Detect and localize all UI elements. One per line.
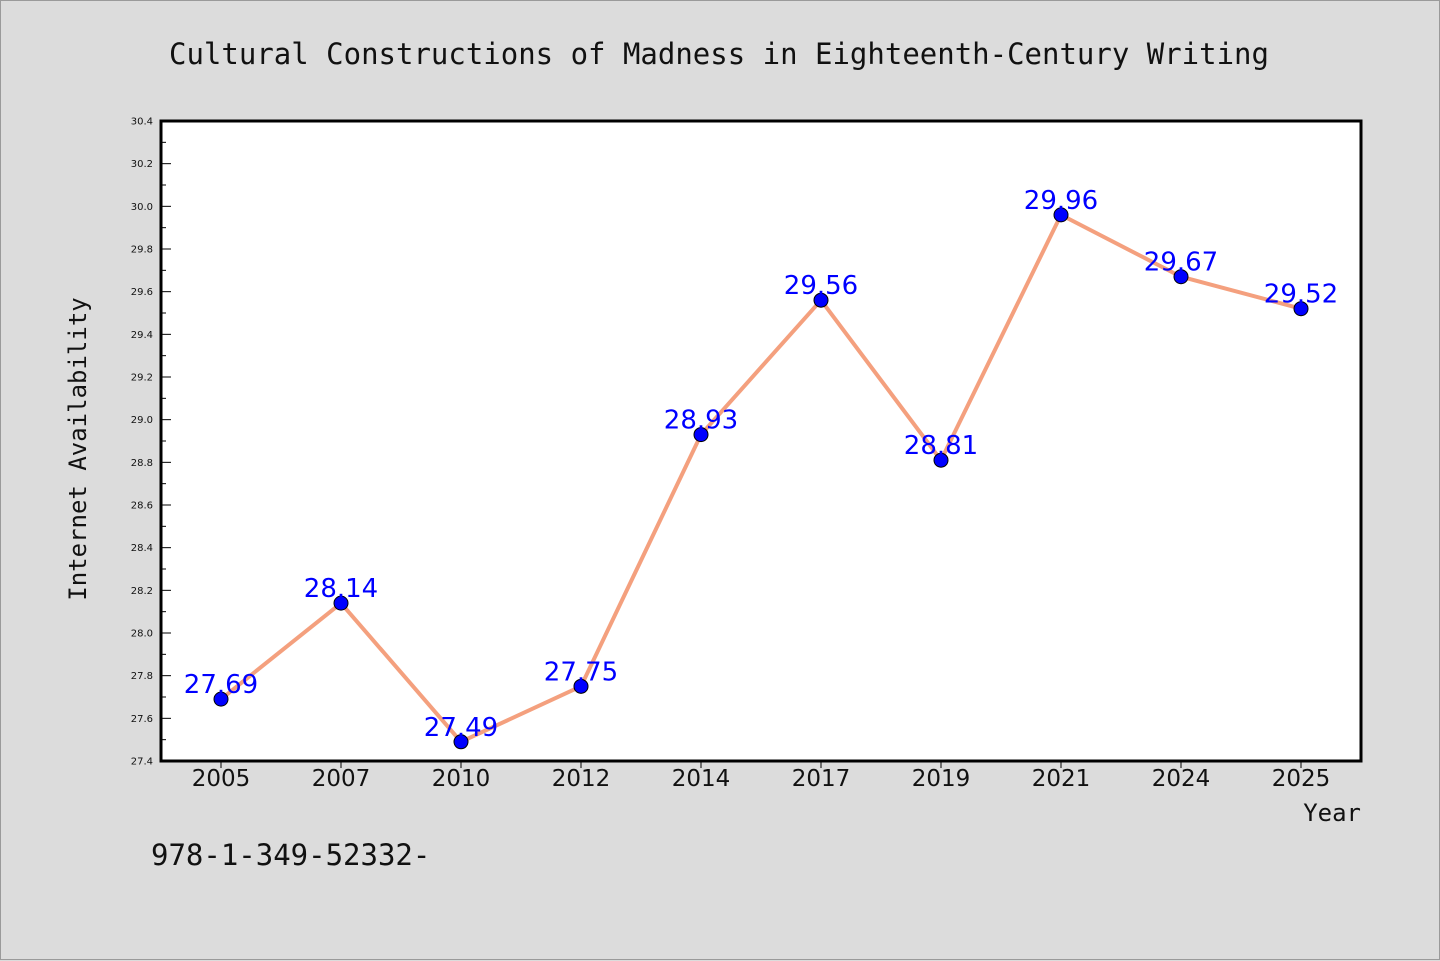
- x-tick-label: 2007: [312, 766, 371, 792]
- y-tick-label: 30.2: [131, 159, 153, 170]
- x-axis: 2005 2007 2010 2012 2014 2017 2019 2021 2024 2025: [192, 761, 1331, 792]
- footer-isbn: 978-1-349-52332-: [151, 838, 430, 872]
- y-tick-label: 28.8: [131, 458, 153, 469]
- y-tick-label: 30.4: [131, 117, 153, 128]
- y-tick-label: 27.8: [131, 671, 153, 682]
- y-tick-label: 29.6: [131, 287, 153, 298]
- y-tick-label: 27.6: [131, 714, 153, 725]
- y-tick-label: 28.2: [131, 586, 153, 597]
- data-point: [573, 678, 589, 694]
- y-tick-label: 28.4: [131, 543, 153, 554]
- x-tick-label: 2025: [1272, 766, 1331, 792]
- data-point: [1173, 269, 1189, 285]
- data-label-layer: 27.69 28.14 27.49 27.75 28.93 29.56 28.81 29.96…: [184, 186, 1338, 743]
- data-label: 28.81: [904, 431, 978, 461]
- plot-area: [159, 119, 1363, 763]
- y-tick-label: 28.6: [131, 501, 153, 512]
- x-tick-label: 2010: [432, 766, 491, 792]
- y-axis-title: Internet Availability: [64, 297, 92, 600]
- y-tick-label: 27.4: [131, 757, 153, 768]
- data-label: 29.67: [1144, 248, 1218, 278]
- x-tick-label: 2021: [1032, 766, 1091, 792]
- data-label: 27.49: [424, 713, 498, 743]
- x-tick-label: 2012: [552, 766, 611, 792]
- y-tick-label: 29.2: [131, 373, 153, 384]
- x-tick-label: 2024: [1152, 766, 1211, 792]
- data-label: 28.14: [304, 574, 378, 604]
- y-tick-label: 29.4: [131, 330, 153, 341]
- data-point: [813, 292, 829, 308]
- data-label: 27.69: [184, 670, 258, 700]
- data-point: [453, 734, 469, 750]
- data-point: [1293, 301, 1309, 317]
- x-axis-title: Year: [1303, 799, 1361, 827]
- y-tick-label: 30.0: [131, 202, 153, 213]
- x-tick-label: 2014: [672, 766, 731, 792]
- data-label: 28.93: [664, 406, 738, 436]
- series-line: [219, 212, 1302, 744]
- y-tick-label: 29.8: [131, 245, 153, 256]
- y-tick-label: 28.0: [131, 629, 153, 640]
- series-layer: [213, 207, 1309, 750]
- data-label: 29.96: [1024, 186, 1098, 216]
- y-axis: 27.4 27.6 27.8 28.0 28.2 28.4 28.6 28.8 29.0 29.2…: [131, 117, 171, 768]
- data-label: 29.56: [784, 271, 858, 301]
- data-point: [1053, 207, 1069, 223]
- data-point: [933, 452, 949, 468]
- x-tick-label: 2019: [912, 766, 971, 792]
- data-point: [333, 595, 349, 611]
- x-tick-label: 2017: [792, 766, 851, 792]
- data-point: [213, 691, 229, 707]
- data-label: 29.52: [1264, 280, 1338, 310]
- chart-title: Cultural Constructions of Madness in Eig…: [169, 37, 1269, 71]
- x-tick-label: 2005: [192, 766, 251, 792]
- data-point: [693, 427, 709, 443]
- y-tick-label: 29.0: [131, 415, 153, 426]
- data-label: 27.75: [544, 657, 618, 687]
